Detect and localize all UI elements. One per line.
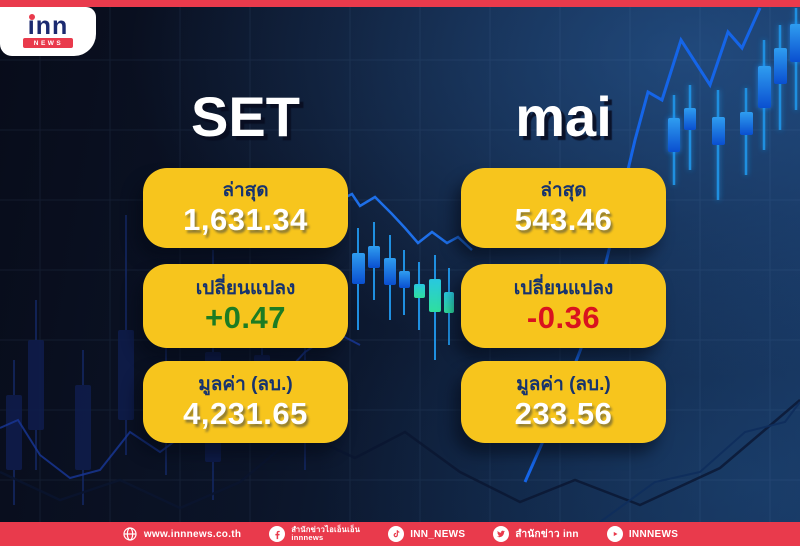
- footer-website[interactable]: www.innnews.co.th: [122, 526, 242, 542]
- mai-latest-label: ล่าสุด: [540, 180, 587, 201]
- set-value-card: มูลค่า (ลบ.) 4,231.65: [143, 361, 348, 443]
- twitter-icon: [493, 526, 510, 542]
- set-turnover-label: มูลค่า (ลบ.): [198, 374, 293, 395]
- set-latest-label: ล่าสุด: [222, 180, 269, 201]
- website-url: www.innnews.co.th: [143, 528, 242, 540]
- mai-change-label: เปลี่ยนแปลง: [513, 278, 614, 299]
- footer-tiktok[interactable]: INN_NEWS: [388, 526, 465, 542]
- logo-red-dot-icon: [28, 14, 35, 20]
- youtube-icon: [606, 526, 623, 542]
- inn-news-logo: inn NEWS: [0, 7, 96, 56]
- footer-twitter[interactable]: สำนักข่าว inn: [493, 526, 579, 542]
- set-change-card: เปลี่ยนแปลง +0.47: [143, 264, 348, 348]
- mai-change-card: เปลี่ยนแปลง -0.36: [461, 264, 666, 348]
- mai-latest-card: ล่าสุด 543.46: [461, 168, 666, 248]
- set-change-value: +0.47: [205, 300, 286, 335]
- footer-facebook[interactable]: สำนักข่าวไอเอ็นเอ็น innnews: [269, 524, 361, 543]
- footer-youtube[interactable]: INNNEWS: [606, 526, 679, 542]
- logo-news-badge: NEWS: [22, 38, 74, 48]
- twitter-handle: สำนักข่าว inn: [515, 528, 579, 540]
- tiktok-handle: INN_NEWS: [410, 528, 466, 540]
- set-change-label: เปลี่ยนแปลง: [195, 278, 296, 299]
- set-title: SET: [191, 85, 300, 148]
- mai-value-card: มูลค่า (ลบ.) 233.56: [461, 361, 666, 443]
- mai-latest-value: 543.46: [514, 202, 613, 237]
- youtube-handle: INNNEWS: [628, 528, 679, 540]
- set-latest-card: ล่าสุด 1,631.34: [143, 168, 348, 248]
- tiktok-icon: [388, 526, 405, 542]
- globe-icon: [122, 526, 138, 542]
- mai-turnover-label: มูลค่า (ลบ.): [516, 374, 611, 395]
- footer-social-bar: www.innnews.co.th สำนักข่าวไอเอ็นเอ็น in…: [0, 522, 800, 546]
- mai-title: mai: [515, 85, 612, 148]
- set-turnover-value: 4,231.65: [183, 396, 308, 431]
- mai-turnover-value: 233.56: [514, 396, 613, 431]
- top-accent-bar: [0, 0, 800, 7]
- logo-wordmark: inn: [28, 14, 69, 39]
- set-latest-value: 1,631.34: [183, 202, 308, 237]
- mai-change-value: -0.36: [526, 300, 601, 335]
- facebook-handle: สำนักข่าวไอเอ็นเอ็น innnews: [291, 524, 361, 542]
- facebook-icon: [269, 526, 286, 542]
